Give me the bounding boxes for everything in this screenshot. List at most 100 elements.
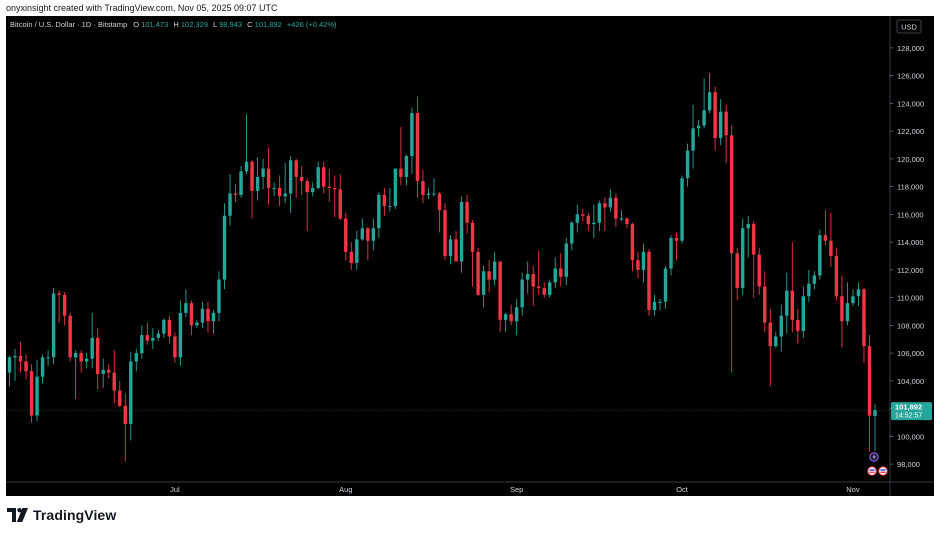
candle-2025-06-12 xyxy=(68,312,72,362)
candle-body xyxy=(239,171,243,195)
candle-body xyxy=(410,113,414,157)
candle-body xyxy=(360,228,365,240)
candle-2025-06-23 xyxy=(129,351,133,441)
candle-2025-06-02 xyxy=(13,348,17,381)
candle-body xyxy=(548,282,552,295)
candle-2025-08-13 xyxy=(410,107,414,175)
candle-2025-09-25 xyxy=(647,249,651,316)
candle-2025-09-12 xyxy=(575,204,580,233)
candle-body xyxy=(250,161,254,191)
high-value: 102,329 xyxy=(181,20,208,29)
candle-2025-10-01 xyxy=(680,175,684,244)
candle-2025-06-18 xyxy=(101,358,105,388)
candle-2025-06-25 xyxy=(140,325,144,359)
flag-icon-ring xyxy=(867,466,877,476)
candle-body xyxy=(118,390,122,406)
candle-body xyxy=(90,337,94,359)
candle-body xyxy=(691,128,695,151)
candle-body xyxy=(200,308,205,323)
candle-body xyxy=(73,353,78,358)
low-key: L xyxy=(213,20,217,29)
candle-2025-10-19 xyxy=(779,304,783,352)
candle-2025-10-08 xyxy=(718,99,723,145)
candle-body xyxy=(873,410,877,416)
flag-icon-stripe xyxy=(869,471,875,473)
candle-body xyxy=(277,188,282,197)
candle-2025-06-05 xyxy=(29,364,34,423)
candlestick-chart[interactable]: 98,000100,000102,000104,000106,000108,00… xyxy=(6,16,934,496)
candle-2025-07-30 xyxy=(333,175,337,218)
candle-body xyxy=(40,357,45,377)
candle-body xyxy=(603,203,607,208)
candle-2025-09-13 xyxy=(581,208,585,222)
candle-body xyxy=(498,261,502,320)
candle-body xyxy=(338,189,342,219)
candle-body xyxy=(443,210,447,256)
candle-body xyxy=(658,301,662,303)
candle-body xyxy=(740,228,745,288)
candle-2025-07-16 xyxy=(255,157,260,201)
candle-body xyxy=(344,218,348,252)
candle-2025-09-01 xyxy=(514,299,519,336)
chart-frame[interactable]: 98,000100,000102,000104,000106,000108,00… xyxy=(6,16,934,496)
candle-body xyxy=(763,286,767,323)
candle-body xyxy=(437,193,442,211)
candle-body xyxy=(696,125,701,129)
candle-body xyxy=(371,228,376,241)
candle-body xyxy=(597,203,602,223)
candle-2025-10-16 xyxy=(763,271,767,333)
bar-countdown: 14:52:57 xyxy=(895,413,922,420)
candle-2025-07-27 xyxy=(316,161,320,190)
candle-2025-07-28 xyxy=(322,161,326,194)
candle-body xyxy=(107,369,111,373)
candle-body xyxy=(459,201,464,262)
candle-body xyxy=(537,286,541,288)
candle-2025-08-26 xyxy=(481,265,486,308)
candle-2025-06-20 xyxy=(112,350,116,404)
candle-body xyxy=(448,239,453,256)
price-tick-label: 104,000 xyxy=(897,377,924,386)
time-tick-label: Oct xyxy=(676,485,689,494)
candle-2025-06-14 xyxy=(79,350,83,373)
candle-body xyxy=(222,215,227,280)
candle-body xyxy=(685,150,690,179)
candle-2025-09-19 xyxy=(614,193,618,227)
candle-2025-07-19 xyxy=(272,182,276,197)
candle-2025-09-15 xyxy=(592,204,596,238)
candle-body xyxy=(829,240,833,256)
candle-body xyxy=(101,369,105,374)
candle-2025-06-03 xyxy=(18,342,23,373)
candle-body xyxy=(288,160,293,194)
candle-2025-06-26 xyxy=(145,322,150,345)
price-tick-label: 122,000 xyxy=(897,127,924,136)
candle-2025-06-10 xyxy=(57,290,61,323)
candle-2025-10-27 xyxy=(823,210,828,245)
candle-body xyxy=(729,135,734,254)
candle-body xyxy=(674,237,679,241)
tradingview-logo-icon xyxy=(7,508,28,522)
candle-2025-09-30 xyxy=(674,232,679,261)
candle-body xyxy=(167,319,172,337)
candle-2025-09-16 xyxy=(597,200,602,232)
candle-2025-07-22 xyxy=(288,156,293,213)
candle-2025-06-30 xyxy=(167,315,172,344)
candle-body xyxy=(757,254,761,287)
candle-2025-11-04 xyxy=(867,335,872,452)
candle-body xyxy=(415,113,420,182)
candle-body xyxy=(470,222,475,252)
candle-body xyxy=(581,214,585,216)
candle-body xyxy=(525,274,530,280)
candle-2025-08-14 xyxy=(415,96,420,198)
footer-brand-text: TradingView xyxy=(33,507,117,523)
price-tick-label: 118,000 xyxy=(897,183,924,192)
candle-2025-10-24 xyxy=(807,269,811,302)
candle-body xyxy=(79,353,83,362)
candle-body xyxy=(636,260,640,270)
candle-2025-09-05 xyxy=(537,250,541,295)
candle-2025-08-24 xyxy=(470,219,475,287)
candle-2025-09-09 xyxy=(559,253,563,287)
candle-body xyxy=(134,353,139,362)
candle-2025-08-15 xyxy=(421,169,425,204)
price-axis: 98,000100,000102,000104,000106,000108,00… xyxy=(889,16,924,496)
currency-badge[interactable] xyxy=(896,19,922,34)
